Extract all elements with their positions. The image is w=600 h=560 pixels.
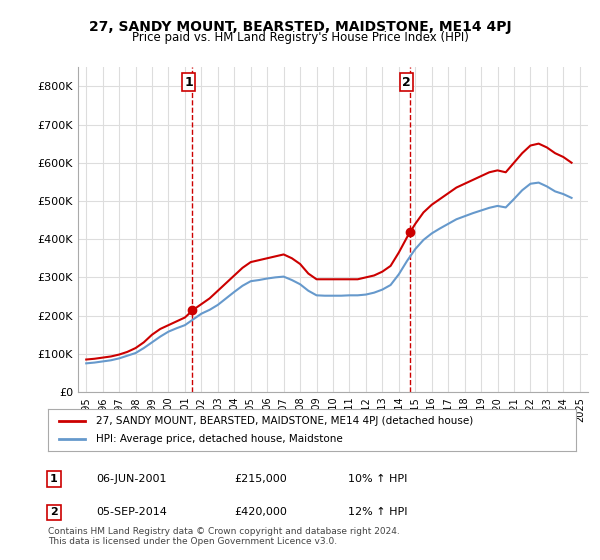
Text: 1: 1	[184, 76, 193, 89]
Text: 2: 2	[50, 507, 58, 517]
Text: 27, SANDY MOUNT, BEARSTED, MAIDSTONE, ME14 4PJ (detached house): 27, SANDY MOUNT, BEARSTED, MAIDSTONE, ME…	[95, 416, 473, 426]
Text: 1: 1	[50, 474, 58, 484]
Text: £420,000: £420,000	[234, 507, 287, 517]
Text: 27, SANDY MOUNT, BEARSTED, MAIDSTONE, ME14 4PJ: 27, SANDY MOUNT, BEARSTED, MAIDSTONE, ME…	[89, 20, 511, 34]
Text: £215,000: £215,000	[234, 474, 287, 484]
Text: 12% ↑ HPI: 12% ↑ HPI	[348, 507, 407, 517]
Text: 06-JUN-2001: 06-JUN-2001	[96, 474, 167, 484]
Text: 05-SEP-2014: 05-SEP-2014	[96, 507, 167, 517]
Text: 10% ↑ HPI: 10% ↑ HPI	[348, 474, 407, 484]
Text: Price paid vs. HM Land Registry's House Price Index (HPI): Price paid vs. HM Land Registry's House …	[131, 31, 469, 44]
Text: 2: 2	[402, 76, 411, 89]
Text: HPI: Average price, detached house, Maidstone: HPI: Average price, detached house, Maid…	[95, 434, 342, 444]
Text: Contains HM Land Registry data © Crown copyright and database right 2024.
This d: Contains HM Land Registry data © Crown c…	[48, 526, 400, 546]
